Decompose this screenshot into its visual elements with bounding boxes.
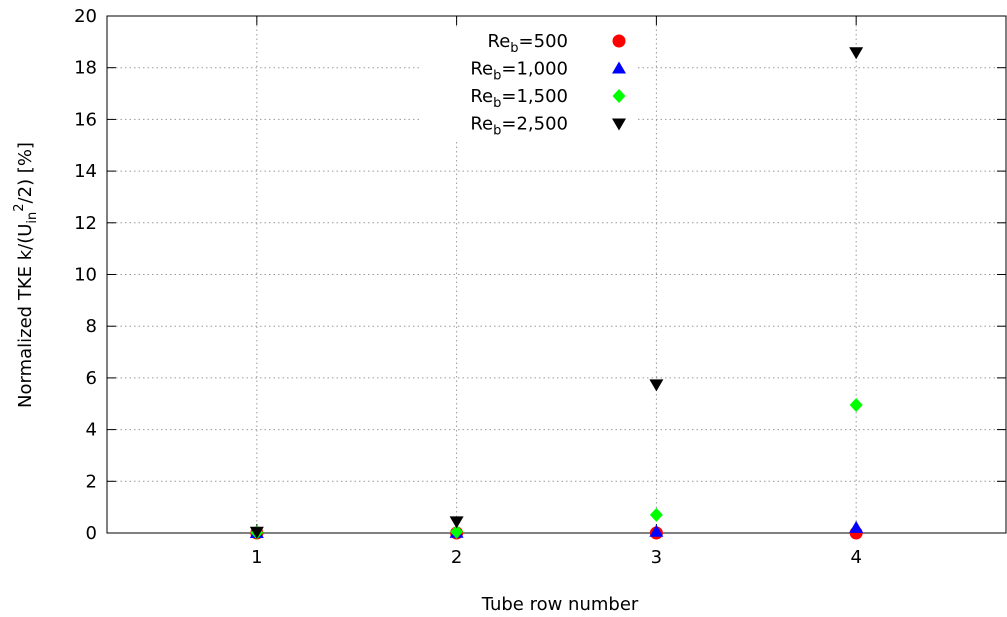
legend-background: [420, 28, 635, 140]
x-tick-label: 3: [651, 547, 662, 568]
y-tick-label: 4: [86, 420, 97, 441]
y-tick-label: 6: [86, 368, 97, 389]
series-4: [249, 47, 864, 539]
y-tick-label: 0: [86, 523, 97, 544]
x-tick-label: 4: [850, 547, 861, 568]
legend-label: Reb=1,000: [470, 59, 568, 84]
data-point: [649, 379, 664, 392]
x-tick-label: 2: [451, 547, 462, 568]
legend-marker: [612, 118, 626, 131]
legend-marker: [612, 89, 626, 103]
data-point: [450, 524, 464, 539]
axis-ticks: [107, 15, 1006, 534]
y-tick-label: 20: [74, 6, 97, 27]
y-tick-label: 14: [74, 161, 97, 182]
y-axis-label-tail: /2) [%]: [15, 142, 36, 203]
data-point: [849, 47, 864, 60]
y-tick-label: 8: [86, 316, 97, 337]
series-3: [250, 398, 863, 540]
y-tick-label: 10: [74, 265, 97, 286]
x-axis-label: Tube row number: [481, 594, 639, 615]
data-point: [249, 526, 264, 539]
y-axis-label: Normalized TKE k/(Uin2/2) [%]: [12, 142, 40, 408]
y-tick-label: 2: [86, 471, 97, 492]
data-point: [849, 398, 863, 413]
y-tick-labels: 0 2 4 6 8 10 12 14 16 18 20: [74, 6, 97, 544]
y-tick-label: 18: [74, 58, 97, 79]
legend-marker: [612, 61, 626, 74]
y-axis-label-subscript: in: [25, 212, 40, 224]
legend-label: Reb=2,500: [470, 114, 568, 139]
data-points: [249, 47, 864, 540]
data-point: [649, 507, 663, 522]
legend-marker: [612, 34, 626, 48]
data-point: [449, 516, 464, 529]
data-point: [849, 520, 864, 533]
data-point: [649, 524, 664, 537]
y-axis-label-main: Normalized TKE k/(U: [15, 224, 36, 408]
y-tick-label: 16: [74, 109, 97, 130]
legend-label: Reb=500: [488, 31, 569, 56]
legend-label: Reb=1,500: [470, 86, 568, 111]
y-tick-label: 12: [74, 213, 97, 234]
y-axis-label-superscript: 2: [12, 203, 27, 211]
x-tick-labels: 1 2 3 4: [251, 547, 862, 568]
x-tick-label: 1: [251, 547, 262, 568]
